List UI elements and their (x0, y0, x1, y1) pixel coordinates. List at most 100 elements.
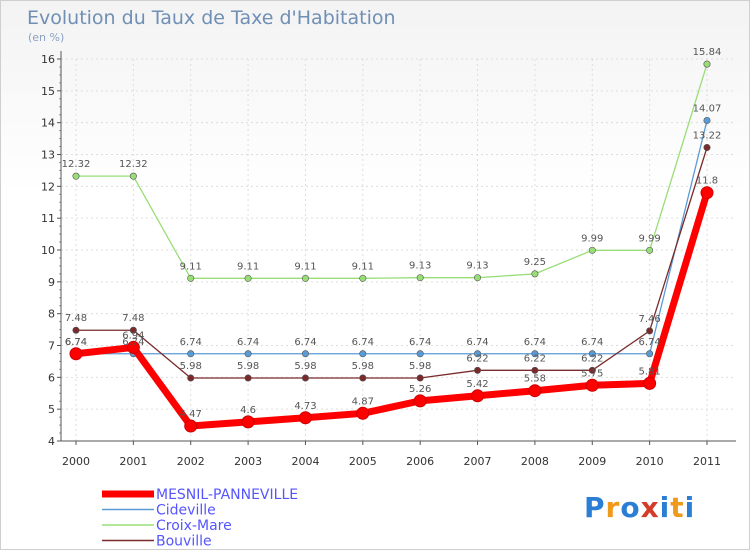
series-point-0 (700, 186, 714, 200)
series-point-1 (474, 350, 482, 358)
series-point-3 (588, 366, 596, 374)
series-point-0 (413, 394, 427, 408)
data-label-s1: 14.07 (693, 103, 722, 114)
y-tick-label: 11 (41, 212, 55, 225)
data-label-s3: 5.98 (352, 361, 374, 372)
y-tick-label: 5 (48, 403, 55, 416)
data-label-s3: 6.22 (524, 353, 546, 364)
x-tick-label: 2008 (521, 455, 549, 468)
series-point-3 (703, 143, 711, 151)
chart-unit-label: (en %) (28, 31, 65, 44)
data-label-s1: 6.74 (294, 337, 316, 348)
series-point-0 (298, 411, 312, 425)
data-label-s3: 5.98 (294, 361, 316, 372)
series-point-2 (187, 274, 195, 282)
x-tick-label: 2002 (177, 455, 205, 468)
series-point-3 (416, 374, 424, 382)
series-point-1 (359, 350, 367, 358)
data-label-s2: 9.11 (180, 261, 202, 272)
series-point-3 (359, 374, 367, 382)
series-point-0 (643, 376, 657, 390)
series-point-0 (184, 419, 198, 433)
data-label-s0: 6.74 (65, 337, 87, 348)
series-point-3 (301, 374, 309, 382)
y-tick-label: 9 (48, 276, 55, 289)
series-point-1 (531, 350, 539, 358)
data-label-s0: 4.73 (294, 401, 316, 412)
y-tick-label: 4 (48, 435, 55, 448)
series-point-2 (588, 246, 596, 254)
series-line-3 (75, 146, 708, 379)
data-label-s2: 9.13 (409, 261, 431, 272)
legend-label-0: MESNIL-PANNEVILLE (156, 487, 298, 503)
y-tick-label: 16 (41, 53, 55, 66)
x-tick-label: 2003 (234, 455, 262, 468)
data-label-s2: 9.11 (237, 261, 259, 272)
series-point-2 (72, 172, 80, 180)
axes: 4 5 6 7 8 9 10 11 12 13 14 15 16 2000 2001 2002 2003 2004… (41, 51, 736, 468)
legend-label-3: Bouville (156, 534, 212, 550)
y-tick-label: 12 (41, 180, 55, 193)
data-label-s1: 6.74 (581, 337, 603, 348)
data-label-s1: 6.74 (466, 337, 488, 348)
legend-label-1: Cideville (156, 503, 216, 519)
x-tick-label: 2009 (578, 455, 606, 468)
series-point-1 (187, 350, 195, 358)
data-label-s2: 9.11 (294, 261, 316, 272)
y-tick-label: 8 (48, 308, 55, 321)
logo-letter: t (670, 491, 685, 524)
data-label-s0: 5.58 (524, 374, 546, 385)
x-tick-label: 2005 (349, 455, 377, 468)
data-label-s3: 13.22 (693, 130, 722, 141)
data-label-s2: 9.99 (639, 233, 661, 244)
data-label-s0: 5.26 (409, 384, 431, 395)
series-point-0 (241, 415, 255, 429)
data-label-s2: 9.11 (352, 261, 374, 272)
series-point-2 (474, 274, 482, 282)
data-label-s1: 6.74 (65, 337, 87, 348)
logo-letter: i (659, 491, 671, 524)
series-point-0 (585, 378, 599, 392)
logo-letter: x (640, 491, 660, 524)
data-label-s3: 7.46 (639, 314, 661, 325)
data-label-s2: 12.32 (119, 159, 148, 170)
y-tick-label: 6 (48, 371, 55, 384)
data-label-s1: 6.74 (237, 337, 259, 348)
series-point-1 (416, 350, 424, 358)
y-tick-label: 13 (41, 149, 55, 162)
data-label-s1: 6.74 (524, 337, 546, 348)
data-label-s2: 9.25 (524, 257, 546, 268)
series-layer (69, 60, 714, 433)
series-point-1 (703, 116, 711, 124)
series-point-0 (471, 389, 485, 403)
series-point-3 (646, 327, 654, 335)
logo-letter: o (620, 491, 641, 524)
x-tick-label: 2000 (62, 455, 90, 468)
data-labels-layer: 6.746.944.47 4.6 4.73 4.875.26 5.42 5.58 5.75 5… (62, 47, 722, 420)
chart-title: Evolution du Taux de Taxe d'Habitation (27, 7, 396, 29)
data-label-s0: 4.47 (180, 409, 202, 420)
series-point-2 (703, 60, 711, 68)
data-label-s2: 12.32 (62, 159, 91, 170)
series-point-0 (356, 406, 370, 420)
data-label-s0: 5.75 (581, 368, 603, 379)
x-tick-label: 2004 (291, 455, 319, 468)
series-point-3 (187, 374, 195, 382)
series-point-2 (244, 274, 252, 282)
series-point-1 (588, 350, 596, 358)
data-label-s0: 11.8 (696, 176, 718, 187)
series-point-1 (244, 350, 252, 358)
data-label-s1: 6.74 (639, 337, 661, 348)
series-point-2 (416, 274, 424, 282)
series-point-0 (69, 347, 83, 361)
data-label-s0: 5.42 (466, 379, 488, 390)
series-point-3 (244, 374, 252, 382)
data-label-s0: 4.6 (240, 405, 256, 416)
data-label-s1: 6.74 (122, 337, 144, 348)
data-label-s1: 6.74 (409, 337, 431, 348)
series-point-3 (474, 366, 482, 374)
data-label-s0: 6.94 (122, 330, 144, 341)
series-line-0 (72, 189, 711, 430)
